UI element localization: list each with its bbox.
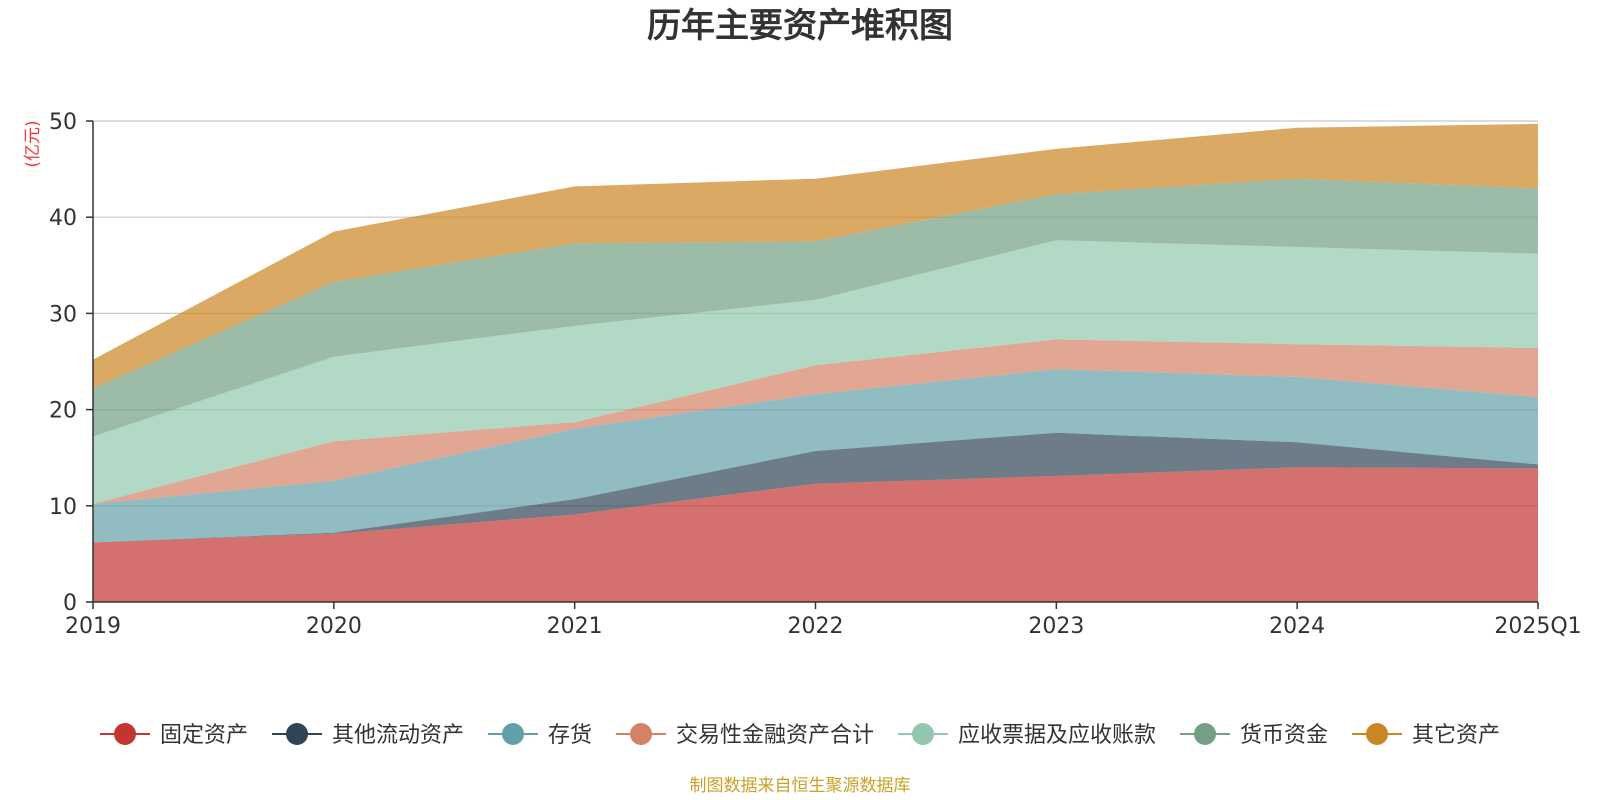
legend-label: 交易性金融资产合计 bbox=[676, 723, 874, 748]
legend-dot-icon bbox=[912, 723, 934, 745]
y-tick-label: 10 bbox=[49, 495, 77, 520]
y-tick-label: 0 bbox=[63, 591, 77, 616]
legend-label: 存货 bbox=[548, 723, 592, 748]
legend-item-5[interactable]: 货币资金 bbox=[1180, 723, 1328, 748]
legend: 固定资产 其他流动资产 存货 交易性金融资产合计 应收票据及应收账款 货币资金 其它资产 bbox=[100, 723, 1500, 748]
area-series-3[interactable] bbox=[93, 339, 1538, 504]
area-series-0[interactable] bbox=[93, 467, 1538, 602]
legend-item-4[interactable]: 应收票据及应收账款 bbox=[898, 723, 1156, 748]
chart-title: 历年主要资产堆积图 bbox=[647, 6, 953, 46]
x-tick-label: 2021 bbox=[547, 614, 603, 639]
x-tick-label: 2020 bbox=[306, 614, 362, 639]
x-tick-label: 2019 bbox=[65, 614, 121, 639]
legend-label: 应收票据及应收账款 bbox=[958, 723, 1156, 748]
y-tick-label: 50 bbox=[49, 110, 77, 135]
area-series-1[interactable] bbox=[93, 432, 1538, 543]
legend-label: 货币资金 bbox=[1240, 723, 1328, 748]
legend-item-3[interactable]: 交易性金融资产合计 bbox=[616, 723, 874, 748]
area-series-6[interactable] bbox=[93, 123, 1538, 389]
x-tick-label: 2025Q1 bbox=[1494, 614, 1581, 639]
area-series-4[interactable] bbox=[93, 240, 1538, 504]
legend-label: 固定资产 bbox=[160, 723, 248, 748]
legend-item-0[interactable]: 固定资产 bbox=[100, 723, 248, 748]
legend-dot-icon bbox=[502, 723, 524, 745]
area-series-5[interactable] bbox=[93, 178, 1538, 437]
axes: 0 10 20 30 40 50 2019 2020 2021 2022 2023 2024 2025Q… bbox=[49, 110, 1582, 639]
legend-dot-icon bbox=[1194, 723, 1216, 745]
source-note: 制图数据来自恒生聚源数据库 bbox=[690, 776, 911, 796]
legend-item-2[interactable]: 存货 bbox=[488, 723, 592, 748]
legend-label: 其它资产 bbox=[1412, 723, 1500, 748]
x-tick-label: 2023 bbox=[1028, 614, 1084, 639]
y-tick-label: 20 bbox=[49, 399, 77, 424]
x-tick-label: 2024 bbox=[1269, 614, 1325, 639]
legend-dot-icon bbox=[630, 723, 652, 745]
legend-item-1[interactable]: 其他流动资产 bbox=[272, 723, 464, 748]
legend-dot-icon bbox=[114, 723, 136, 745]
legend-label: 其他流动资产 bbox=[332, 723, 464, 748]
legend-item-6[interactable]: 其它资产 bbox=[1352, 723, 1500, 748]
legend-dot-icon bbox=[286, 723, 308, 745]
area-series-layer bbox=[93, 123, 1538, 602]
y-axis-unit-label: (亿元) bbox=[23, 120, 43, 167]
y-tick-label: 30 bbox=[49, 302, 77, 327]
y-tick-label: 40 bbox=[49, 206, 77, 231]
area-series-2[interactable] bbox=[93, 369, 1538, 543]
legend-dot-icon bbox=[1366, 723, 1388, 745]
x-tick-label: 2022 bbox=[788, 614, 844, 639]
